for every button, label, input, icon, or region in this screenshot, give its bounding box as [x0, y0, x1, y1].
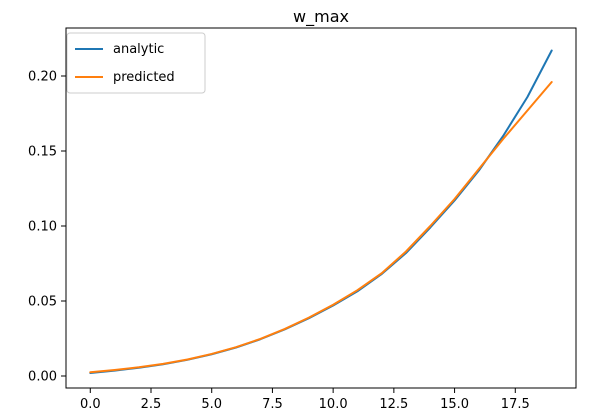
y-axis-ticks: 0.00 0.05 0.10 0.15 0.20 — [28, 70, 66, 385]
legend-label-predicted: predicted — [113, 70, 175, 85]
x-tick-label: 10.0 — [319, 397, 348, 412]
y-tick-label: 0.05 — [28, 295, 57, 310]
x-tick-label: 12.5 — [379, 397, 408, 412]
legend: analytic predicted — [66, 32, 206, 94]
x-tick-label: 7.5 — [262, 397, 283, 412]
x-axis-ticks: 0.0 2.5 5.0 7.5 10.0 12.5 15.0 17.5 — [80, 388, 530, 412]
y-tick-label: 0.10 — [28, 220, 57, 235]
legend-label-analytic: analytic — [113, 42, 164, 57]
series-line-predicted — [89, 81, 553, 374]
x-tick-label: 5.0 — [201, 397, 222, 412]
chart-title: w_max — [293, 7, 349, 27]
x-tick-label: 17.5 — [501, 397, 530, 412]
x-tick-label: 15.0 — [440, 397, 469, 412]
x-tick-label: 0.0 — [80, 397, 101, 412]
y-tick-label: 0.20 — [28, 70, 57, 85]
series-lines — [89, 49, 553, 374]
x-tick-label: 2.5 — [141, 397, 162, 412]
y-tick-label: 0.15 — [28, 145, 57, 160]
y-tick-label: 0.00 — [28, 370, 57, 385]
